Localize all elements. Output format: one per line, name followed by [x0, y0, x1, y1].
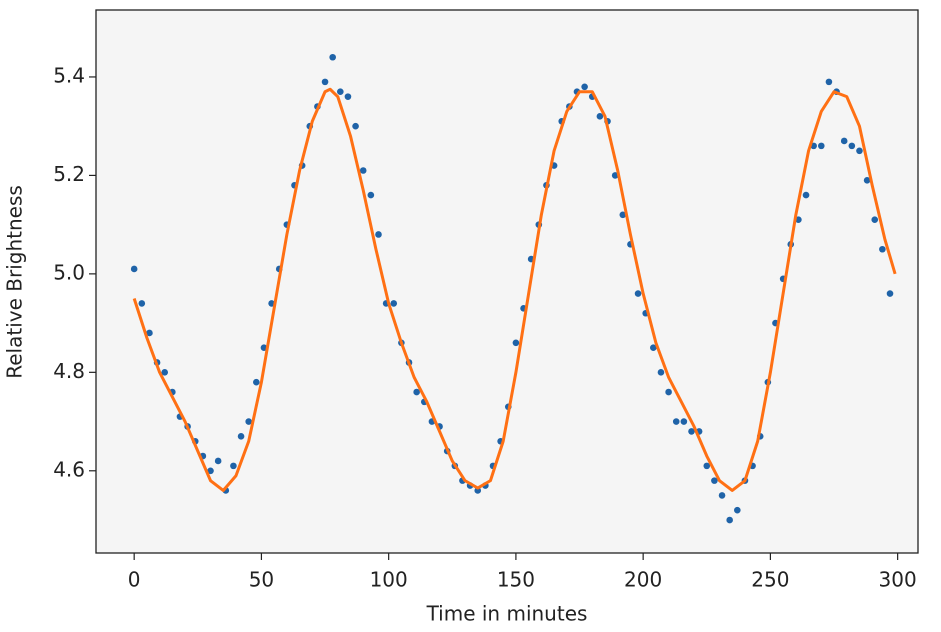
- data-point: [512, 339, 520, 347]
- data-point: [253, 378, 260, 386]
- data-point: [367, 191, 375, 199]
- data-point: [321, 78, 329, 86]
- data-point: [734, 506, 741, 514]
- data-point: [596, 113, 604, 120]
- x-tick-label: 0: [128, 568, 141, 592]
- data-point: [650, 344, 657, 352]
- y-tick-label: 4.8: [53, 359, 85, 383]
- data-point: [230, 462, 237, 470]
- data-point: [688, 428, 695, 435]
- x-tick-label: 200: [624, 568, 662, 592]
- data-point: [344, 93, 352, 100]
- data-point: [474, 487, 482, 494]
- y-axis-label: Relative Brightness: [3, 185, 27, 379]
- data-point: [359, 167, 367, 174]
- data-point: [581, 83, 588, 91]
- data-point: [375, 231, 382, 238]
- fit-line: [132, 87, 897, 492]
- x-tick-label: 100: [370, 568, 408, 592]
- data-point: [138, 300, 146, 307]
- data-point: [413, 388, 420, 396]
- plot-area: [96, 10, 918, 553]
- data-point: [634, 290, 642, 297]
- plot-frame: [95, 9, 919, 554]
- data-point: [619, 211, 627, 219]
- x-axis-label: Time in minutes: [426, 602, 588, 626]
- data-point: [817, 142, 825, 150]
- data-point: [848, 142, 856, 150]
- y-tick-label: 5.2: [53, 162, 85, 186]
- data-point: [130, 265, 138, 273]
- y-tick-label: 5.0: [53, 260, 85, 284]
- data-point: [863, 177, 871, 184]
- data-point: [825, 78, 833, 86]
- data-point: [207, 467, 214, 475]
- data-point: [214, 457, 222, 465]
- data-point: [871, 216, 879, 224]
- y-tick-label: 5.4: [53, 63, 85, 87]
- data-point: [329, 53, 336, 61]
- data-point: [726, 516, 733, 524]
- data-point: [840, 137, 848, 145]
- x-tick-label: 50: [249, 568, 274, 592]
- data-point: [703, 462, 711, 470]
- data-point: [237, 433, 245, 440]
- data-point: [146, 329, 153, 337]
- data-point: [711, 477, 718, 484]
- data-point: [245, 418, 252, 425]
- data-point: [879, 245, 886, 253]
- data-point: [337, 88, 344, 96]
- data-point: [665, 388, 672, 396]
- data-point: [390, 300, 398, 307]
- data-point: [657, 369, 665, 376]
- data-point: [161, 369, 169, 376]
- data-point: [856, 147, 863, 155]
- x-tick-label: 150: [497, 568, 535, 592]
- data-point: [680, 418, 688, 425]
- data-point: [886, 290, 894, 297]
- data-point: [611, 172, 619, 179]
- x-tick-label: 300: [879, 568, 917, 592]
- x-tick-label: 250: [751, 568, 789, 592]
- data-point: [352, 122, 359, 130]
- y-tick-label: 4.6: [53, 457, 85, 481]
- data-point: [802, 191, 810, 199]
- data-point: [718, 492, 726, 499]
- data-point: [672, 418, 680, 425]
